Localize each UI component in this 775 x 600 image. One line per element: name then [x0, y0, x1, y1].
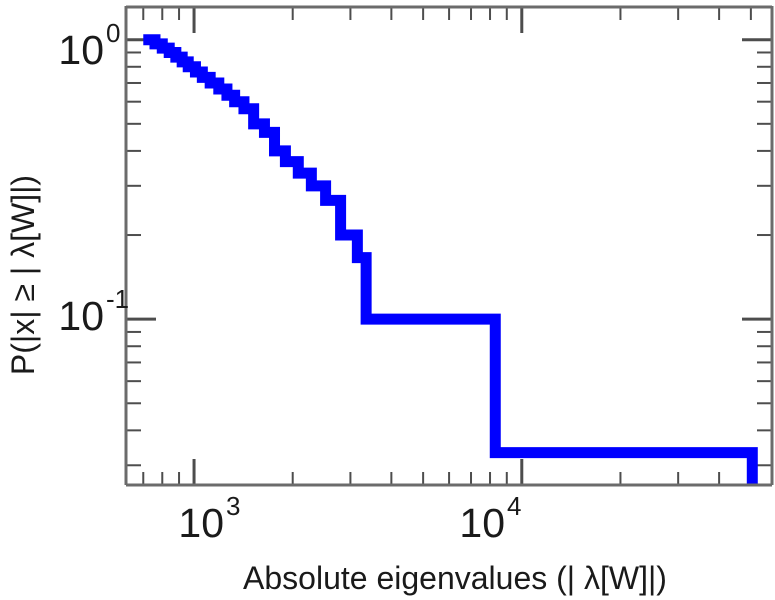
y-tick-label-1e-1: 10 -1 [58, 284, 129, 339]
x-tick-label-1e3: 10 3 [178, 491, 240, 546]
x-axis-ticks-top [142, 7, 752, 33]
x-tick-label-1e3-exponent: 3 [226, 491, 240, 521]
y-axis-title: P(|x| ≥ | λ[W]|) [5, 175, 41, 375]
ccdf-step-curve [143, 34, 758, 485]
x-tick-label-1e4: 10 4 [459, 491, 521, 546]
x-tick-label-1e3-mantissa: 10 [178, 500, 224, 546]
axis-frame [124, 5, 774, 487]
y-tick-label-1e-1-exponent: -1 [106, 284, 129, 314]
x-tick-label-1e4-exponent: 4 [507, 491, 521, 521]
y-tick-label-1e0-mantissa: 10 [58, 27, 104, 73]
y-tick-label-1e0-exponent: 0 [106, 18, 120, 48]
x-axis-title: Absolute eigenvalues (| λ[W]|) [243, 560, 667, 596]
y-tick-label-1e0: 10 0 [58, 18, 120, 73]
plot-background [126, 6, 772, 485]
y-tick-label-1e-1-mantissa: 10 [58, 293, 104, 339]
x-tick-label-1e4-mantissa: 10 [459, 500, 505, 546]
x-axis-ticks-bottom [142, 459, 752, 485]
y-axis-ticks-right [742, 38, 772, 467]
